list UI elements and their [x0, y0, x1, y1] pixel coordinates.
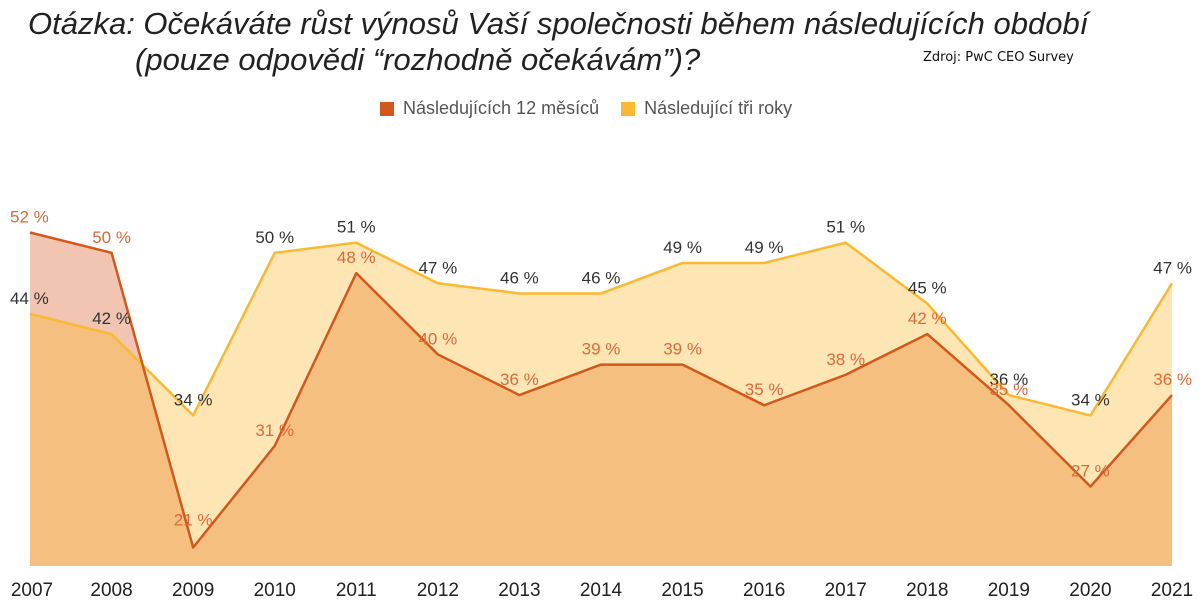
- x-tick-label: 2019: [988, 580, 1030, 601]
- x-tick-label: 2020: [1069, 580, 1111, 601]
- legend-label-12m: Následujících 12 měsíců: [403, 98, 600, 118]
- x-tick-label: 2012: [417, 580, 459, 601]
- data-label-3y: 47 %: [418, 258, 457, 277]
- area-12m: [30, 232, 1172, 566]
- data-label-12m: 39 %: [663, 340, 702, 359]
- chart-areas: [30, 232, 1172, 566]
- legend-item-12m: Následujících 12 měsíců: [380, 98, 599, 119]
- x-tick-label: 2016: [743, 580, 785, 601]
- data-label-3y: 45 %: [908, 279, 947, 298]
- data-label-12m: 31 %: [255, 421, 294, 440]
- data-label-3y: 46 %: [500, 268, 539, 287]
- data-label-12m: 35 %: [745, 380, 784, 399]
- data-label-3y: 49 %: [745, 238, 784, 257]
- data-label-12m: 42 %: [908, 309, 947, 328]
- x-tick-label: 2021: [1151, 580, 1193, 601]
- x-tick-label: 2009: [172, 580, 214, 601]
- chart-lines: [29, 231, 1174, 549]
- legend-item-3y: Následující tři roky: [621, 98, 792, 119]
- source-note: Zdroj: PwC CEO Survey: [923, 50, 1074, 65]
- data-label-3y: 51 %: [826, 218, 865, 237]
- legend-label-3y: Následující tři roky: [644, 98, 793, 118]
- data-label-12m: 39 %: [582, 340, 621, 359]
- data-labels-12m: 52 % 50 % 21 % 31 % 48 % 40 % 36 % 39 % 39 % 35 %…: [10, 207, 1192, 529]
- x-tick-label: 2013: [498, 580, 540, 601]
- x-tick-label: 2007: [11, 580, 53, 601]
- data-label-12m: 35 %: [989, 380, 1028, 399]
- x-tick-label: 2008: [90, 580, 132, 601]
- x-tick-label: 2015: [661, 580, 703, 601]
- data-labels-3y: 44 % 42 % 34 % 50 % 51 % 47 % 46 % 46 % 49 % 49 %…: [10, 218, 1192, 410]
- x-tick-label: 2014: [580, 580, 623, 601]
- data-label-12m: 48 %: [337, 248, 376, 267]
- data-label-3y: 42 %: [92, 309, 131, 328]
- data-label-3y: 36 %: [989, 370, 1028, 389]
- line-3y: [29, 241, 1174, 417]
- chart-title-line-2: (pouze odpovědi “rozhodně očekávám”)?: [135, 42, 701, 77]
- data-label-12m: 27 %: [1071, 462, 1110, 481]
- data-label-3y: 49 %: [663, 238, 702, 257]
- chart-title-line-1: Otázka: Očekáváte růst výnosů Vaší spole…: [28, 6, 1089, 41]
- data-label-3y: 34 %: [174, 390, 213, 409]
- data-label-12m: 36 %: [1153, 370, 1192, 389]
- data-label-12m: 21 %: [174, 511, 213, 530]
- legend-swatch-12m: [380, 101, 394, 116]
- line-12m: [29, 231, 1173, 549]
- data-label-12m: 52 %: [10, 207, 49, 226]
- data-label-3y: 44 %: [10, 289, 49, 308]
- data-label-12m: 40 %: [418, 329, 457, 348]
- data-label-12m: 38 %: [826, 350, 865, 369]
- x-tick-label: 2010: [254, 580, 296, 601]
- data-label-3y: 46 %: [582, 268, 621, 287]
- data-label-3y: 51 %: [337, 218, 376, 237]
- chart-legend: Následujících 12 měsíců Následující tři …: [380, 98, 814, 119]
- x-axis: 2007 2008 2009 2010 2011 2012 2013 2014 2015 2016…: [11, 580, 1193, 601]
- data-label-3y: 34 %: [1071, 390, 1110, 409]
- x-tick-label: 2018: [906, 580, 948, 601]
- legend-swatch-3y: [621, 101, 636, 116]
- data-label-3y: 50 %: [255, 228, 294, 247]
- x-tick-label: 2011: [336, 580, 377, 601]
- data-label-3y: 47 %: [1153, 258, 1192, 277]
- data-label-12m: 50 %: [92, 228, 131, 247]
- x-tick-label: 2017: [825, 580, 867, 601]
- data-label-12m: 36 %: [500, 370, 539, 389]
